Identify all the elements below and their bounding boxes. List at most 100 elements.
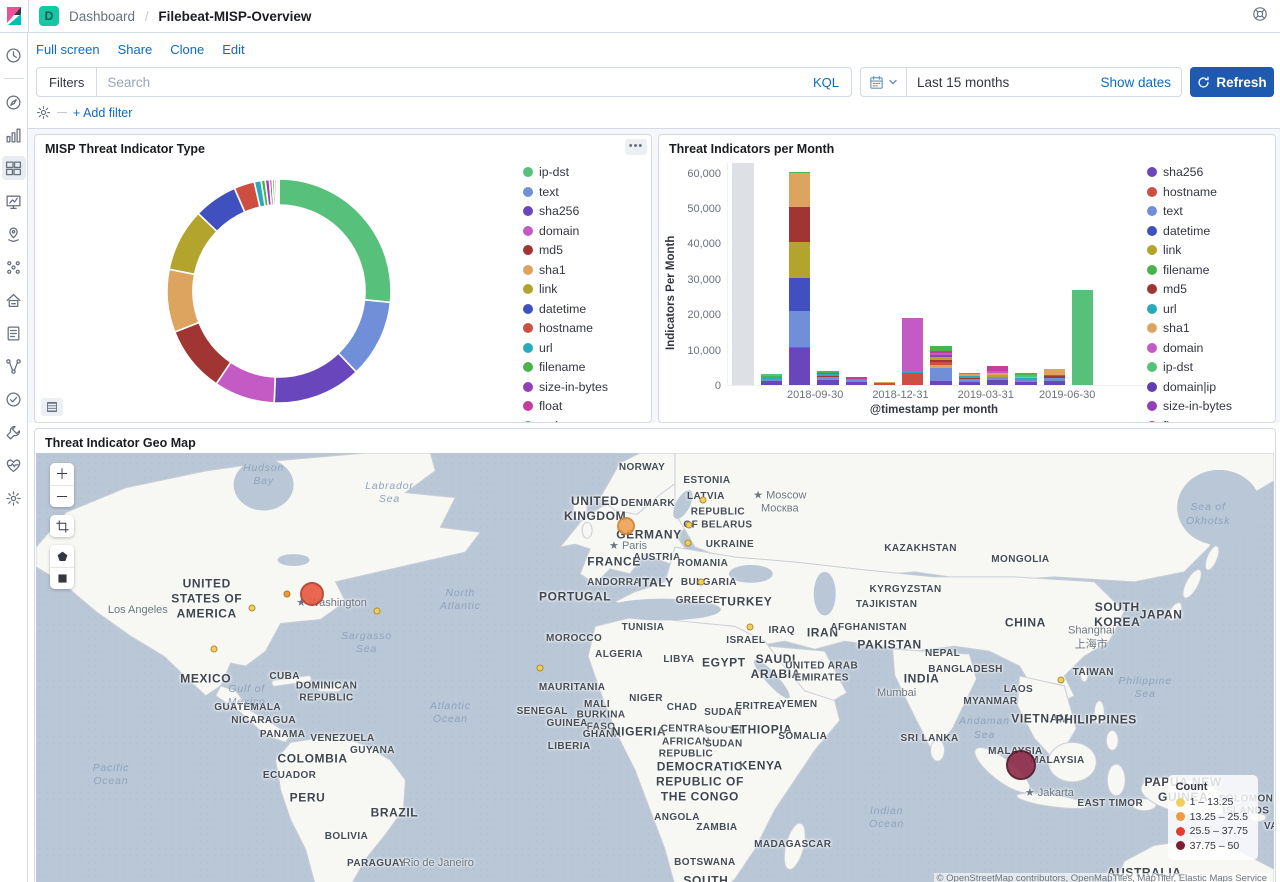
sidebar-item-recent-clock[interactable] [2, 43, 26, 67]
legend-item-domain|ip[interactable]: domain|ip [1147, 380, 1271, 394]
bar-segment-filename[interactable] [760, 376, 783, 378]
bar-segment-link[interactable] [986, 375, 1009, 378]
sidebar-item-dev-tools[interactable] [2, 420, 26, 444]
bar-segment-ip-dst[interactable] [1015, 375, 1037, 377]
map-cluster-point[interactable] [617, 517, 636, 536]
draw-bounds-icon[interactable] [50, 515, 74, 537]
map-dot[interactable] [684, 539, 692, 547]
legend-item-url[interactable]: url [1147, 302, 1271, 316]
bar-segment-incomplete[interactable] [732, 163, 754, 385]
map-cluster-point[interactable] [1006, 750, 1037, 781]
filter-settings-gear-icon[interactable] [36, 105, 51, 120]
legend-item-hostname[interactable]: hostname [523, 321, 647, 335]
bar-segment-domain[interactable] [902, 317, 924, 371]
help-icon[interactable] [1252, 6, 1268, 27]
bar-segment-float[interactable] [930, 351, 952, 353]
bar-segment-filename[interactable] [902, 370, 924, 372]
bar-segment-ip-dst[interactable] [760, 373, 783, 377]
map-dot[interactable] [210, 645, 218, 653]
map-dot[interactable] [699, 496, 707, 504]
draw-rectangle-icon[interactable] [50, 567, 74, 589]
legend-item-domain[interactable]: domain [1147, 341, 1271, 355]
bar-segment-domain[interactable] [986, 370, 1009, 373]
legend-toggle-icon[interactable] [41, 398, 63, 416]
share-link[interactable]: Share [117, 42, 153, 57]
bar-segment-url[interactable] [958, 376, 981, 379]
legend-item-float[interactable]: float [523, 399, 647, 413]
legend-item-ssdeep[interactable]: ssdeep [523, 419, 647, 422]
geo-map[interactable]: UNITED STATES OF AMERICA ★ Washington Los … [36, 453, 1274, 882]
stacked-bar-6[interactable] [873, 163, 896, 385]
sidebar-item-visualize-chart[interactable] [2, 123, 26, 147]
sidebar-item-discover-compass[interactable] [2, 90, 26, 114]
bar-segment-hostname[interactable] [930, 362, 952, 366]
legend-item-domain[interactable]: domain [523, 224, 647, 238]
bar-segment-text[interactable] [817, 377, 839, 380]
legend-item-md5[interactable]: md5 [1147, 282, 1271, 296]
stacked-bar-7[interactable] [902, 163, 924, 385]
bar-segment-float[interactable] [986, 366, 1009, 371]
bar-segment-filename[interactable] [817, 371, 839, 374]
bar-segment-domain[interactable] [845, 378, 867, 381]
bar-segment-text[interactable] [760, 379, 783, 382]
search-input[interactable] [97, 74, 801, 90]
map-dot[interactable] [283, 590, 291, 598]
bar-segment-sha1[interactable] [958, 374, 981, 377]
sidebar-item-management-gear[interactable] [2, 486, 26, 510]
bar-segment-text[interactable] [1043, 377, 1065, 381]
legend-item-text[interactable]: text [523, 185, 647, 199]
clone-link[interactable]: Clone [170, 42, 205, 57]
bar-segment-text[interactable] [958, 379, 981, 382]
add-filter-link[interactable]: + Add filter [73, 105, 133, 120]
legend-item-link[interactable]: link [1147, 243, 1271, 257]
bar-segment-text[interactable] [930, 368, 952, 382]
bar-segment-url[interactable] [760, 377, 783, 380]
legend-item-md5[interactable]: md5 [523, 243, 647, 257]
stacked-bar-4[interactable] [817, 163, 839, 385]
legend-item-datetime[interactable]: datetime [1147, 224, 1271, 238]
legend-item-url[interactable]: url [523, 341, 647, 355]
bar-segment-sha256[interactable] [986, 380, 1009, 385]
sidebar-item-uptime[interactable] [2, 387, 26, 411]
sidebar-item-logs[interactable] [2, 321, 26, 345]
map-dot[interactable] [536, 664, 544, 672]
donut-slice-sha256[interactable] [273, 351, 358, 404]
bar-segment-ip-dst[interactable] [1071, 289, 1094, 385]
stacked-bar-1[interactable] [732, 163, 754, 385]
legend-item-datetime[interactable]: datetime [523, 302, 647, 316]
kibana-logo[interactable] [0, 6, 28, 26]
map-dot[interactable] [697, 578, 705, 586]
legend-item-ip-dst[interactable]: ip-dst [1147, 360, 1271, 374]
sidebar-item-metrics[interactable] [2, 288, 26, 312]
legend-item-sha256[interactable]: sha256 [523, 204, 647, 218]
sidebar-item-dashboard-app[interactable] [1, 156, 26, 180]
bar-segment-text[interactable] [845, 380, 867, 383]
sidebar-item-maps[interactable] [2, 222, 26, 246]
map-dot[interactable] [248, 604, 256, 612]
bar-segment-sha1[interactable] [1043, 369, 1065, 375]
map-cluster-point[interactable] [299, 581, 324, 606]
bar-segment-text[interactable] [1015, 379, 1037, 383]
legend-item-link[interactable]: link [523, 282, 647, 296]
stacked-bar-12[interactable] [1043, 163, 1065, 385]
bar-segment-sha256[interactable] [845, 382, 867, 385]
bar-segment-filename[interactable] [1015, 373, 1037, 376]
full-screen-link[interactable]: Full screen [36, 42, 100, 57]
bar-segment-md5[interactable] [788, 207, 811, 243]
legend-item-filename[interactable]: filename [1147, 263, 1271, 277]
bar-segment-sha256[interactable] [1043, 380, 1065, 385]
bar-segment-url[interactable] [1015, 378, 1037, 380]
legend-item-ip-dst[interactable]: ip-dst [523, 165, 647, 179]
edit-link[interactable]: Edit [222, 42, 245, 57]
legend-item-text[interactable]: text [1147, 204, 1271, 218]
legend-item-sha1[interactable]: sha1 [523, 263, 647, 277]
legend-item-size-in-bytes[interactable]: size-in-bytes [1147, 399, 1271, 413]
bar-segment-sha1[interactable] [873, 381, 896, 384]
zoom-in-button[interactable]: ＋ [50, 463, 74, 485]
stacked-bar-11[interactable] [1015, 163, 1037, 385]
bar-segment-sha256[interactable] [1015, 382, 1037, 385]
stacked-bar-3[interactable] [788, 163, 811, 385]
donut-slice-ip-dst[interactable] [278, 177, 392, 303]
legend-item-sha1[interactable]: sha1 [1147, 321, 1271, 335]
draw-polygon-icon[interactable] [50, 545, 74, 567]
